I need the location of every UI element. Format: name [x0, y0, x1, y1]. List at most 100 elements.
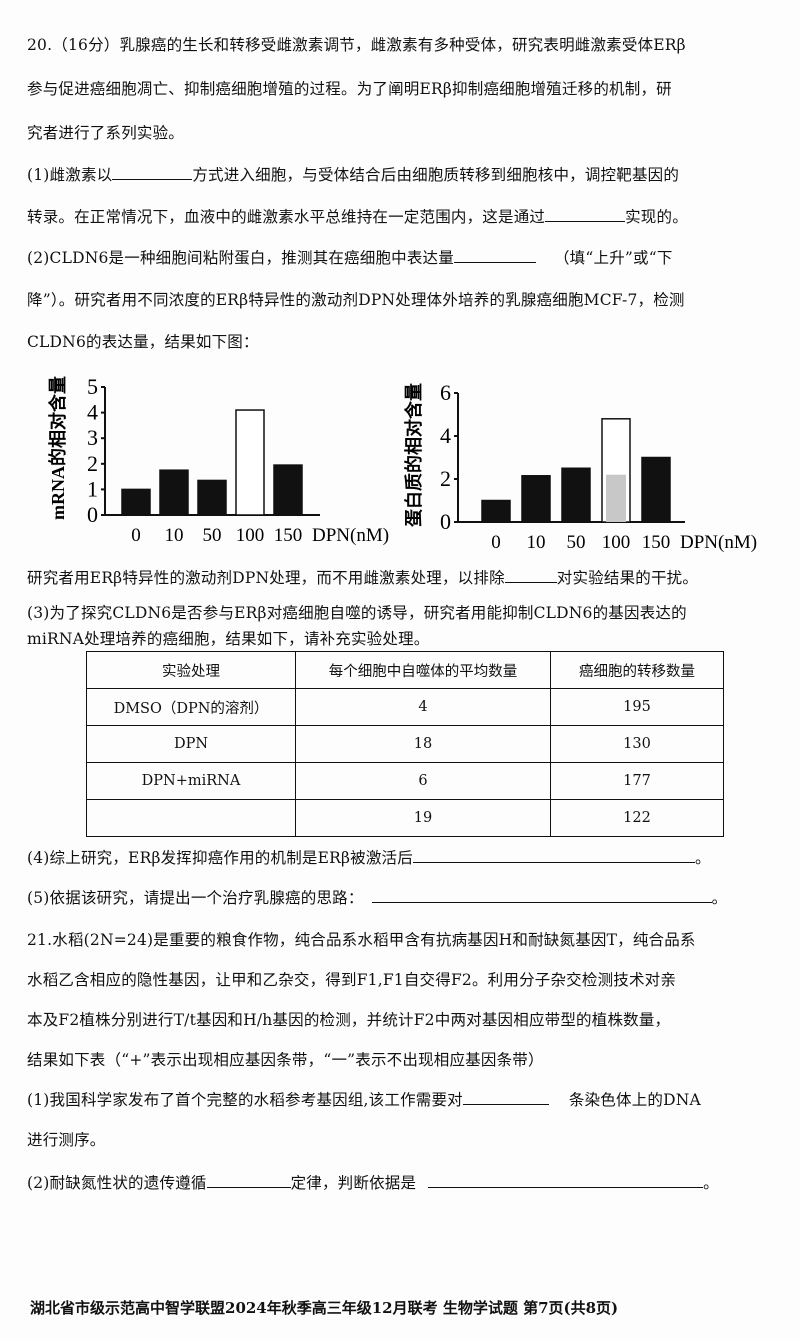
- x-tick-label: 150: [642, 532, 671, 553]
- y-tick-label: 4: [440, 423, 451, 448]
- x-axis-label: DPN(nM): [312, 525, 389, 546]
- protein-bar-chart: 0 2 4 6 0 10 50 100 150 DPN(nM) 蛋白质的相对含量: [403, 380, 757, 553]
- text: (1)我国科学家发布了首个完整的水稻参考基因组,该工作需要对: [27, 1091, 463, 1109]
- q21-line3: 本及F2植株分别进行T/t基因和H/h基因的检测，并统计F2中两对基因相应带型的…: [27, 1011, 671, 1029]
- y-tick-label: 0: [440, 509, 451, 534]
- answer-blank[interactable]: [504, 568, 557, 583]
- table-row: 19 122: [86, 799, 724, 837]
- x-tick-label: 50: [567, 532, 586, 553]
- x-axis-label: DPN(nM): [680, 532, 757, 553]
- q20-intro-2: 参与促进癌细胞凋亡、抑制癌细胞增殖的过程。为了阐明ERβ抑制癌细胞增殖迁移的机制…: [27, 80, 672, 98]
- y-axis-label: mRNA的相对含量: [47, 376, 68, 520]
- cell: 130: [550, 725, 724, 763]
- answer-blank[interactable]: [545, 207, 626, 222]
- q20-part1-line1: (1)雌激素以 方式进入细胞，与受体结合后由细胞质转移到细胞核中，调控靶基因的: [27, 163, 679, 185]
- q20-part5: (5)依据该研究，请提出一个治疗乳腺癌的思路： 。: [27, 886, 727, 908]
- text: (5)依据该研究，请提出一个治疗乳腺癌的思路：: [27, 889, 364, 907]
- text: 条染色体上的DNA: [568, 1091, 701, 1109]
- q21-line2: 水稻乙含相应的隐性基因，让甲和乙杂交，得到F1,F1自交得F2。利用分子杂交检测…: [27, 971, 677, 989]
- cell: DPN+miRNA: [86, 762, 296, 800]
- text: 转录。在正常情况下，血液中的雌激素水平总维持在一定范围内，这是通过: [27, 208, 546, 226]
- bar-50: [197, 479, 227, 516]
- text: 对实验结果的干扰。: [556, 569, 699, 587]
- q20-intro-3: 究者进行了系列实验。: [27, 124, 185, 142]
- y-tick-label: 2: [440, 466, 451, 491]
- x-tick-label: 0: [131, 525, 141, 546]
- cell: DMSO（DPN的溶剂）: [86, 688, 296, 726]
- y-tick-label: 0: [87, 502, 98, 527]
- x-tick-label: 10: [165, 525, 184, 546]
- x-tick-label: 100: [236, 525, 265, 546]
- bar-10: [159, 469, 189, 516]
- y-tick-label: 4: [87, 400, 98, 425]
- y-tick-label: 5: [87, 374, 98, 399]
- x-tick-label: 0: [491, 532, 501, 553]
- text: 定律，判断依据是: [290, 1174, 417, 1192]
- y-tick-label: 2: [87, 451, 98, 476]
- x-tick-label: 50: [203, 525, 222, 546]
- answer-cell[interactable]: [86, 799, 296, 837]
- y-tick-label: 3: [87, 425, 98, 450]
- text: 实现的。: [625, 208, 688, 226]
- q20-part2-line2: 降”）。研究者用不同浓度的ERβ特异性的激动剂DPN处理体外培养的乳腺癌细胞MC…: [27, 291, 685, 309]
- q21-part1-line1: (1)我国科学家发布了首个完整的水稻参考基因组,该工作需要对 条染色体上的DNA: [27, 1088, 701, 1110]
- cell: 177: [550, 762, 724, 800]
- cell: 18: [295, 725, 551, 763]
- autophagy-table: 实验处理 每个细胞中自噬体的平均数量 癌细胞的转移数量 DMSO（DPN的溶剂）…: [86, 651, 724, 837]
- cell: 4: [295, 688, 551, 726]
- cell: 122: [550, 799, 724, 837]
- bar-100: [235, 409, 265, 516]
- q20-part3-line2: miRNA处理培养的癌细胞，结果如下，请补充实验处理。: [27, 630, 430, 648]
- text: 。: [703, 1174, 719, 1192]
- table-row: DMSO（DPN的溶剂） 4 195: [86, 688, 724, 726]
- bar-50: [561, 467, 591, 523]
- table-row: DPN+miRNA 6 177: [86, 762, 724, 800]
- x-tick-label: 150: [274, 525, 303, 546]
- answer-blank[interactable]: [112, 165, 193, 180]
- q21-line4: 结果如下表（“+”表示出现相应基因条带，“一”表示不出现相应基因条带）: [27, 1051, 544, 1069]
- text: 方式进入细胞，与受体结合后由细胞质转移到细胞核中，调控靶基因的: [192, 166, 680, 184]
- cell: 19: [295, 799, 551, 837]
- q20-part2-line3: CLDN6的表达量，结果如下图：: [27, 333, 259, 351]
- answer-blank[interactable]: [371, 888, 712, 903]
- text: 。: [694, 849, 711, 867]
- q20-part3-line1: (3)为了探究CLDN6是否参与ERβ对癌细胞自噬的诱导，研究者用能抑制CLDN…: [27, 604, 687, 622]
- answer-blank[interactable]: [453, 248, 536, 263]
- table-row: DPN 18 130: [86, 725, 724, 763]
- text: （填“上升”或“下: [553, 249, 673, 267]
- q21-part2: (2)耐缺氮性状的遗传遵循 定律，判断依据是 。: [27, 1171, 719, 1193]
- bar-150: [641, 456, 671, 523]
- text: 研究者用ERβ特异性的激动剂DPN处理，而不用雌激素处理，以排除: [27, 569, 505, 587]
- bar-10: [521, 475, 551, 523]
- y-axis-label: 蛋白质的相对含量: [403, 383, 424, 527]
- cell: 6: [295, 762, 551, 800]
- text: (2)CLDN6是一种细胞间粘附蛋白，推测其在癌细胞中表达量: [27, 249, 454, 267]
- answer-blank[interactable]: [412, 848, 695, 863]
- cell: DPN: [86, 725, 296, 763]
- y-tick-label: 6: [440, 380, 451, 405]
- text: (4)综上研究，ERβ发挥抑癌作用的机制是ERβ被激活后: [27, 849, 413, 867]
- bar-shading: [606, 474, 626, 522]
- answer-blank[interactable]: [462, 1090, 549, 1105]
- bar-0: [481, 499, 511, 523]
- header-cell: 每个细胞中自噬体的平均数量: [295, 651, 551, 689]
- text: (1)雌激素以: [27, 166, 113, 184]
- text: 。: [711, 889, 728, 907]
- cell: 195: [550, 688, 724, 726]
- x-tick-label: 100: [602, 532, 631, 553]
- q20-part2-line1: (2)CLDN6是一种细胞间粘附蛋白，推测其在癌细胞中表达量 （填“上升”或“下: [27, 246, 673, 268]
- table-header-row: 实验处理 每个细胞中自噬体的平均数量 癌细胞的转移数量: [86, 651, 724, 689]
- q20-part4: (4)综上研究，ERβ发挥抑癌作用的机制是ERβ被激活后 。: [27, 846, 711, 868]
- header-cell: 癌细胞的转移数量: [550, 651, 724, 689]
- text: (2)耐缺氮性状的遗传遵循: [27, 1174, 207, 1192]
- answer-blank[interactable]: [428, 1173, 704, 1188]
- q20-part1-line2: 转录。在正常情况下，血液中的雌激素水平总维持在一定范围内，这是通过 实现的。: [27, 205, 688, 227]
- page-footer: 湖北省市级示范高中智学联盟2024年秋季高三年级12月联考 生物学试题 第7页(…: [30, 1299, 619, 1317]
- q21-part1-line2: 进行测序。: [27, 1131, 106, 1149]
- q20-intro-1: 20.（16分）乳腺癌的生长和转移受雌激素调节，雌激素有多种受体，研究表明雌激素…: [27, 36, 686, 54]
- header-cell: 实验处理: [86, 651, 296, 689]
- answer-blank[interactable]: [206, 1173, 291, 1188]
- y-tick-label: 1: [87, 476, 98, 501]
